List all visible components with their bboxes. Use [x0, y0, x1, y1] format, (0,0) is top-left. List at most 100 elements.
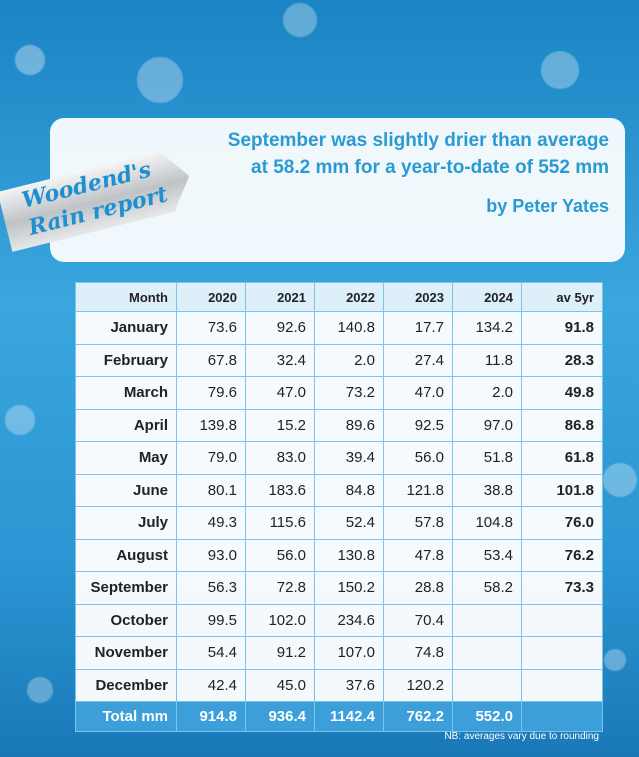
table-cell: 61.8 — [522, 442, 603, 475]
table-cell: 51.8 — [453, 442, 522, 475]
table-cell: 37.6 — [315, 669, 384, 702]
table-cell: 91.8 — [522, 312, 603, 345]
table-cell: 47.0 — [246, 377, 315, 410]
table-cell: 45.0 — [246, 669, 315, 702]
table-cell: 28.8 — [384, 572, 453, 605]
table-cell: 115.6 — [246, 507, 315, 540]
table-cell — [453, 669, 522, 702]
table-cell: 91.2 — [246, 637, 315, 670]
table-cell: 27.4 — [384, 344, 453, 377]
table-cell: 97.0 — [453, 409, 522, 442]
table-cell: 1142.4 — [315, 702, 384, 732]
table-cell: June — [76, 474, 177, 507]
table-cell: 2021 — [246, 283, 315, 312]
table-cell: August — [76, 539, 177, 572]
table-cell: April — [76, 409, 177, 442]
table-cell: 39.4 — [315, 442, 384, 475]
table-cell: 86.8 — [522, 409, 603, 442]
table-cell — [522, 669, 603, 702]
table-cell: 150.2 — [315, 572, 384, 605]
table-cell: 92.5 — [384, 409, 453, 442]
table-cell: 47.8 — [384, 539, 453, 572]
table-cell: 72.8 — [246, 572, 315, 605]
table-cell: 83.0 — [246, 442, 315, 475]
table-cell: September — [76, 572, 177, 605]
table-cell: 762.2 — [384, 702, 453, 732]
table-cell: 52.4 — [315, 507, 384, 540]
table-cell: 11.8 — [453, 344, 522, 377]
table-cell: Total mm — [76, 702, 177, 732]
table-cell: 73.6 — [177, 312, 246, 345]
table-cell: 32.4 — [246, 344, 315, 377]
table-cell: 53.4 — [453, 539, 522, 572]
table-cell: 120.2 — [384, 669, 453, 702]
table-cell — [522, 637, 603, 670]
table-cell: 80.1 — [177, 474, 246, 507]
table-cell: av 5yr — [522, 283, 603, 312]
byline: by Peter Yates — [486, 196, 609, 217]
table-cell — [522, 702, 603, 732]
table-cell: 107.0 — [315, 637, 384, 670]
table-cell: 15.2 — [246, 409, 315, 442]
table-cell: 57.8 — [384, 507, 453, 540]
table-cell: 140.8 — [315, 312, 384, 345]
table-cell: 89.6 — [315, 409, 384, 442]
table-cell: 17.7 — [384, 312, 453, 345]
table-cell: 139.8 — [177, 409, 246, 442]
table-cell: 49.3 — [177, 507, 246, 540]
table-cell: October — [76, 604, 177, 637]
table-cell: 76.0 — [522, 507, 603, 540]
table-cell: 183.6 — [246, 474, 315, 507]
table-cell: 70.4 — [384, 604, 453, 637]
table-cell: 914.8 — [177, 702, 246, 732]
table-cell: 2023 — [384, 283, 453, 312]
table-cell: 104.8 — [453, 507, 522, 540]
note: NB: averages vary due to rounding — [444, 731, 599, 742]
headline: September was slightly drier than averag… — [228, 130, 609, 152]
table-cell: 28.3 — [522, 344, 603, 377]
table-cell: 130.8 — [315, 539, 384, 572]
headline: at 58.2 mm for a year-to-date of 552 mm — [251, 157, 609, 179]
table-cell: 54.4 — [177, 637, 246, 670]
table-cell — [522, 604, 603, 637]
table-cell: 38.8 — [453, 474, 522, 507]
table-cell: 2022 — [315, 283, 384, 312]
table-cell: 102.0 — [246, 604, 315, 637]
table-cell: 56.3 — [177, 572, 246, 605]
table-cell: Month — [76, 283, 177, 312]
table-cell: 101.8 — [522, 474, 603, 507]
table-cell: 99.5 — [177, 604, 246, 637]
table-cell: 2024 — [453, 283, 522, 312]
table-cell: 552.0 — [453, 702, 522, 732]
table-cell: 74.8 — [384, 637, 453, 670]
table-cell: 234.6 — [315, 604, 384, 637]
table-cell: 134.2 — [453, 312, 522, 345]
table-cell: 79.0 — [177, 442, 246, 475]
table-cell: December — [76, 669, 177, 702]
table-cell: 76.2 — [522, 539, 603, 572]
table-cell: 49.8 — [522, 377, 603, 410]
table-cell: 84.8 — [315, 474, 384, 507]
table-cell: November — [76, 637, 177, 670]
table-cell: 47.0 — [384, 377, 453, 410]
table-cell: 73.3 — [522, 572, 603, 605]
table-cell: July — [76, 507, 177, 540]
table-cell: 58.2 — [453, 572, 522, 605]
table-cell: 121.8 — [384, 474, 453, 507]
table-cell: 2020 — [177, 283, 246, 312]
table-cell: 42.4 — [177, 669, 246, 702]
table-cell: 93.0 — [177, 539, 246, 572]
